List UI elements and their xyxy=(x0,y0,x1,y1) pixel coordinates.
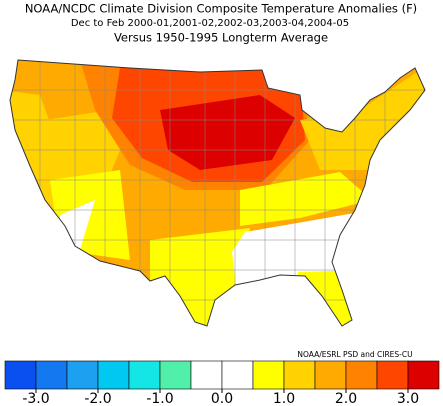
colorbar-box xyxy=(252,360,285,390)
colorbar-box xyxy=(35,360,68,390)
colorbar-box xyxy=(314,360,347,390)
colorbar-box xyxy=(345,360,378,390)
region xyxy=(160,95,295,170)
colorbar-box xyxy=(221,360,254,390)
colorbar-box xyxy=(283,360,316,390)
tick-label: 2.0 xyxy=(335,391,357,406)
tick-label: -3.0 xyxy=(22,391,49,406)
colorbar-box xyxy=(4,360,37,390)
credit: NOAA/ESRL PSD and CIRES-CU xyxy=(297,350,412,359)
tick-label: 3.0 xyxy=(397,391,419,406)
colorbar-box xyxy=(407,360,440,390)
region xyxy=(240,172,372,226)
subtitle: Dec to Feb 2000-01,2001-02,2002-03,2003-… xyxy=(71,18,349,29)
division-lines xyxy=(10,60,425,326)
colorbar-box xyxy=(97,360,130,390)
map xyxy=(10,60,425,326)
colorbar-box xyxy=(190,360,223,390)
colorbar-box xyxy=(159,360,192,390)
tick-label: -1.0 xyxy=(146,391,173,406)
colorbar-box xyxy=(128,360,161,390)
baseline: Versus 1950-1995 Longterm Average xyxy=(114,31,328,45)
tick-label: -2.0 xyxy=(84,391,111,406)
tick-label: 1.0 xyxy=(273,391,295,406)
colorbar: -3.0 -2.0 -1.0 0.0 1.0 2.0 3.0 xyxy=(4,360,440,406)
colorbar-box xyxy=(376,360,409,390)
tick-label: 0.0 xyxy=(211,391,233,406)
colorbar-box xyxy=(66,360,99,390)
title: NOAA/NCDC Climate Division Composite Tem… xyxy=(25,2,417,16)
